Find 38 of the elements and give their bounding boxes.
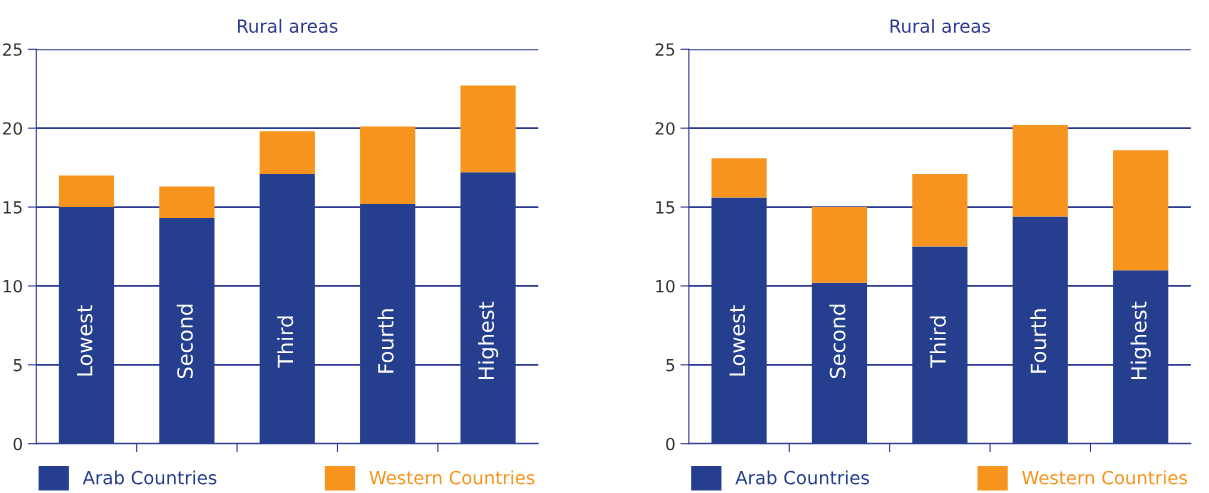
bar [912, 173, 968, 247]
y-tick-label: 25 [655, 43, 675, 56]
bar [159, 186, 215, 219]
x-tick-label: Highest [1130, 301, 1151, 379]
bar [460, 85, 516, 173]
bar [1113, 150, 1169, 271]
y-tick-label: 15 [656, 201, 675, 214]
x-tick-label: Lowest [729, 305, 746, 376]
y-tick-label: 20 [655, 122, 675, 135]
x-tick-label: Fourth [1030, 309, 1047, 373]
bar [1012, 125, 1068, 217]
y-tick-label: 0 [666, 437, 675, 451]
y-tick-label: 5 [13, 359, 22, 372]
x-tick-label: Second [176, 304, 193, 379]
y-tick-label: 10 [656, 279, 675, 293]
x-tick-label: Second [829, 304, 846, 379]
y-tick-label: 0 [13, 437, 22, 451]
y-tick-label: 15 [3, 201, 22, 214]
x-tick-label: Third [277, 316, 294, 368]
bar [58, 175, 115, 208]
chart-title: Rural areas [238, 18, 338, 33]
legend-label: Western Countries [1022, 470, 1187, 485]
bar [259, 131, 315, 174]
legend-label: Western Countries [369, 470, 535, 485]
y-tick-label: 20 [3, 122, 22, 135]
x-tick-label: Highest [477, 301, 499, 379]
bar [360, 126, 416, 204]
legend-label: Arab Countries [82, 470, 217, 485]
y-tick-label: 5 [666, 359, 675, 372]
x-tick-label: Third [929, 316, 946, 368]
legend-label: Arab Countries [735, 470, 869, 485]
x-tick-label: Fourth [377, 309, 394, 373]
chart-title: Rural areas [890, 18, 991, 33]
bar [711, 158, 767, 198]
y-tick-label: 10 [3, 279, 22, 293]
x-tick-label: Lowest [77, 305, 93, 376]
bar [811, 207, 868, 283]
y-tick-label: 25 [3, 43, 22, 56]
